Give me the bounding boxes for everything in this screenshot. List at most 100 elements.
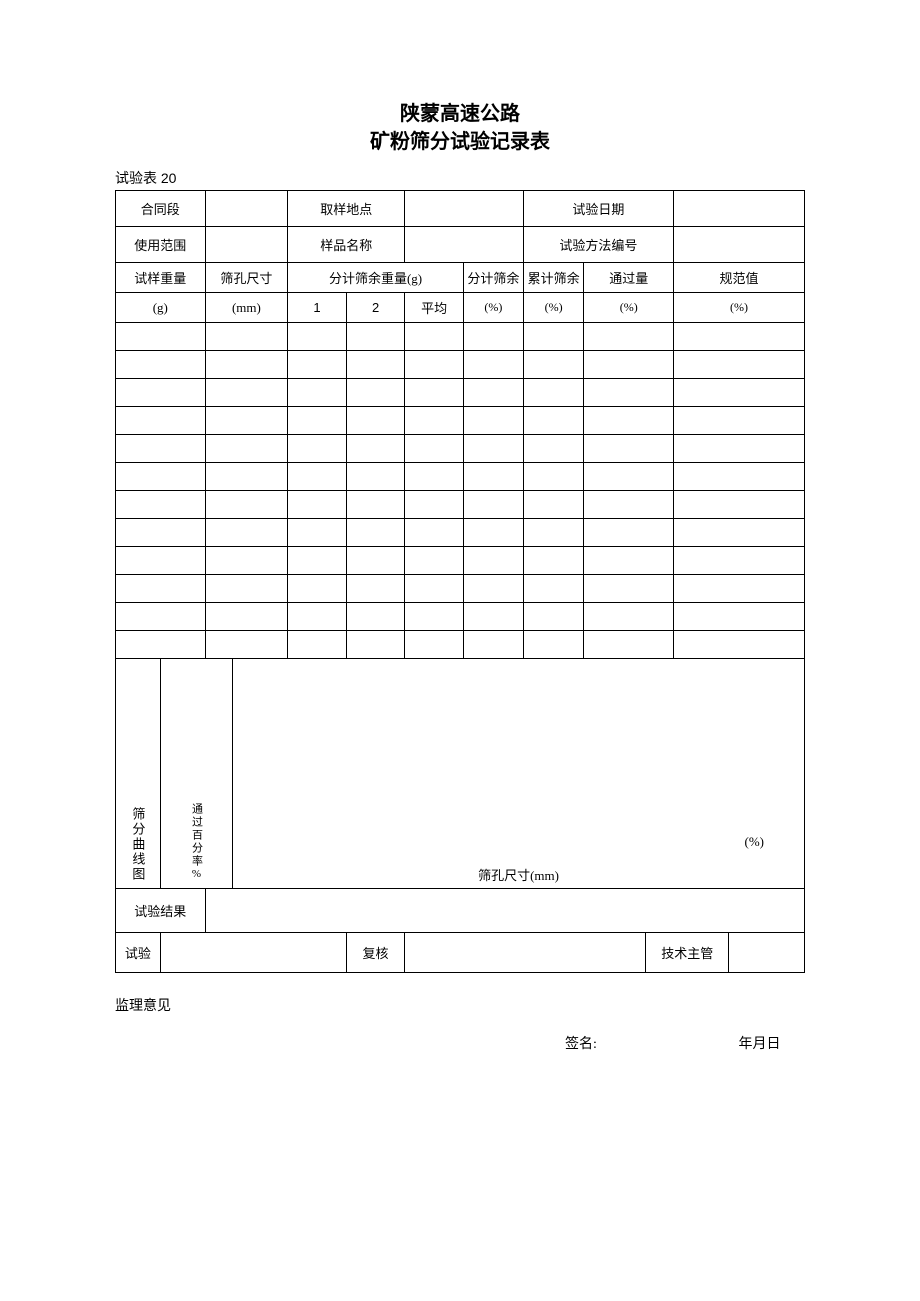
cell [205,575,288,603]
cell [205,603,288,631]
col-2: 2 [346,293,405,323]
table-row [116,323,805,351]
cell [116,603,206,631]
cell [584,463,674,491]
cell [584,407,674,435]
cell [346,379,405,407]
cell [463,351,523,379]
cell [205,379,288,407]
cell [405,463,464,491]
col-spec: 规范值 [674,263,805,293]
cell [346,491,405,519]
sampling-location-label: 取样地点 [288,191,405,227]
cell [463,379,523,407]
tester-label: 试验 [116,933,161,973]
cell [584,351,674,379]
cell [405,631,464,659]
signature-row: 试验 复核 技术主管 [116,933,805,973]
test-method-label: 试验方法编号 [523,227,673,263]
cell [116,631,206,659]
col-sample-weight: 试样重量 [116,263,206,293]
cell [205,491,288,519]
cell [463,491,523,519]
contract-section-label: 合同段 [116,191,206,227]
cell [523,491,584,519]
cell [346,435,405,463]
cell [523,435,584,463]
cell [584,379,674,407]
footer: 监理意见 签名: 年月日 [115,995,805,1053]
table-row [116,351,805,379]
cell [405,575,464,603]
cell [674,435,805,463]
cell [116,407,206,435]
cell [674,491,805,519]
col-partial-residue-unit: (%) [463,293,523,323]
cell [346,407,405,435]
cell [463,435,523,463]
cell [463,631,523,659]
main-table: 合同段 取样地点 试验日期 使用范围 样品名称 试验方法编号 试样重量 筛孔尺寸… [115,190,805,973]
cell [205,407,288,435]
supervision-opinion-label: 监理意见 [115,995,805,1015]
cell [205,631,288,659]
cell [346,575,405,603]
test-method-value [674,227,805,263]
cell [584,491,674,519]
chart-row: 筛分曲线图 通过百分率% (%) 筛孔尺寸(mm) [116,659,805,889]
cell [674,519,805,547]
cell [405,547,464,575]
cell [674,575,805,603]
cell [674,547,805,575]
cell [346,631,405,659]
table-row [116,407,805,435]
date-label: 年月日 [739,1033,781,1053]
cell [463,575,523,603]
table-row [116,631,805,659]
cell [674,379,805,407]
footer-signature-line: 签名: 年月日 [115,1033,805,1053]
usage-scope-label: 使用范围 [116,227,206,263]
cell [523,463,584,491]
cell [584,435,674,463]
col-sieve-size: 筛孔尺寸 [205,263,288,293]
cell [116,351,206,379]
cell [584,631,674,659]
cell [584,323,674,351]
cell [116,435,206,463]
test-date-value [674,191,805,227]
column-header-row-2: (g) (mm) 1 2 平均 (%) (%) (%) (%) [116,293,805,323]
cell [523,351,584,379]
cell [288,379,347,407]
col-sample-weight-unit: (g) [116,293,206,323]
chart-x-axis-label: 筛孔尺寸(mm) [478,865,559,884]
cell [523,323,584,351]
table-row [116,575,805,603]
sample-name-label: 样品名称 [288,227,405,263]
col-cumulative-residue: 累计筛余 [523,263,584,293]
col-sieve-size-unit: (mm) [205,293,288,323]
header-row-1: 合同段 取样地点 试验日期 [116,191,805,227]
cell [674,323,805,351]
table-row [116,435,805,463]
cell [288,351,347,379]
table-row [116,547,805,575]
cell [584,603,674,631]
cell [288,407,347,435]
col-passing: 通过量 [584,263,674,293]
cell [523,547,584,575]
chart-y-axis-label: 通过百分率% [160,659,232,889]
cell [205,323,288,351]
cell [205,547,288,575]
usage-scope-value [205,227,288,263]
cell [674,463,805,491]
cell [205,519,288,547]
cell [523,631,584,659]
cell [288,575,347,603]
title-line-1: 陕蒙高速公路 [115,100,805,128]
cell [463,603,523,631]
cell [674,603,805,631]
result-label: 试验结果 [116,889,206,933]
col-avg: 平均 [405,293,464,323]
result-row: 试验结果 [116,889,805,933]
